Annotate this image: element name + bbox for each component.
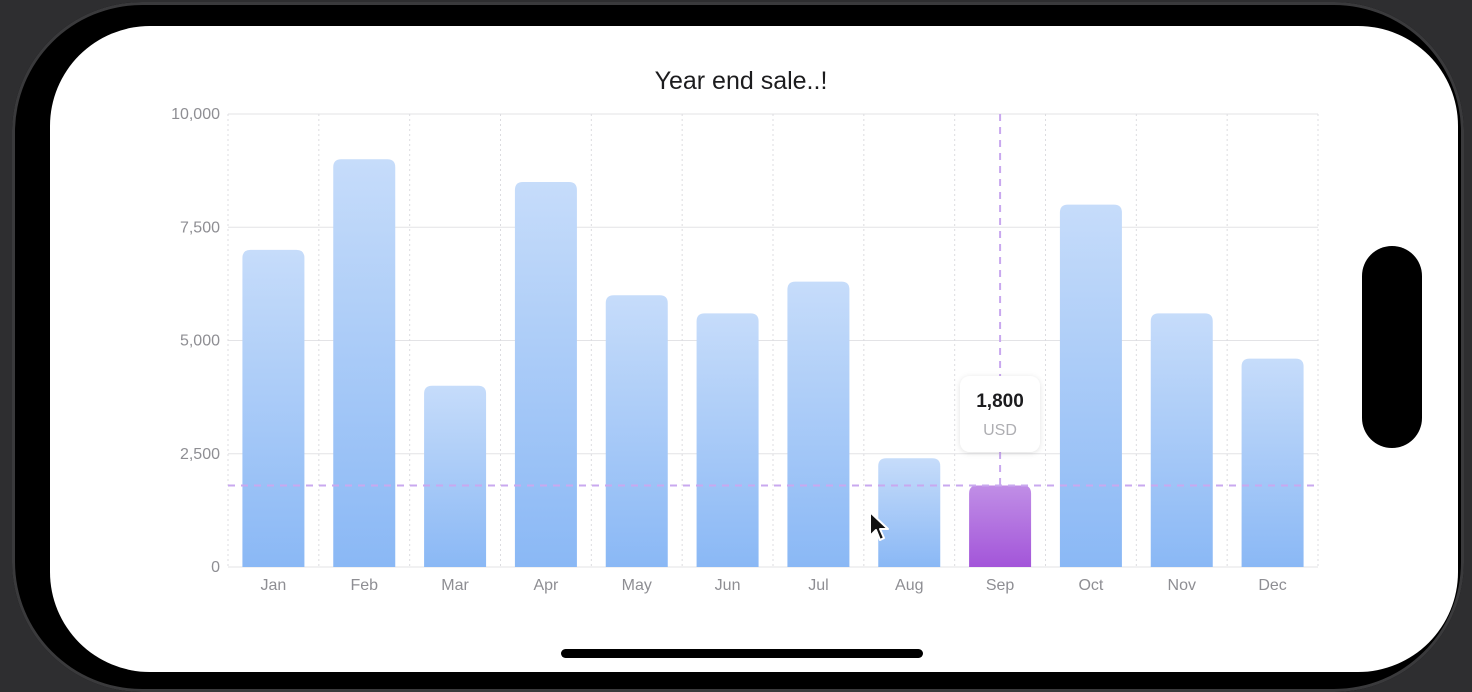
dynamic-island bbox=[1362, 246, 1422, 448]
bar-jan[interactable] bbox=[242, 249, 305, 567]
grid bbox=[227, 113, 1319, 568]
bar-jun[interactable] bbox=[696, 313, 759, 567]
x-tick-label: Oct bbox=[1078, 577, 1103, 594]
mouse-pointer-icon bbox=[869, 511, 889, 541]
y-tick-label: 5,000 bbox=[180, 333, 220, 350]
bar-jul[interactable] bbox=[787, 281, 850, 567]
x-tick-label: Jun bbox=[715, 577, 741, 594]
x-tick-label: Mar bbox=[441, 577, 469, 594]
bar-may[interactable] bbox=[605, 295, 668, 567]
bar-dec[interactable] bbox=[1241, 358, 1304, 567]
x-tick-label: Jan bbox=[261, 577, 287, 594]
tooltip-box bbox=[960, 376, 1040, 452]
x-axis: Jan Feb Mar Apr May Jun Jul Aug Sep Oct Nov Dec bbox=[261, 577, 1287, 594]
bar-nov[interactable] bbox=[1150, 313, 1213, 567]
x-tick-label: Aug bbox=[895, 577, 923, 594]
y-tick-label: 7,500 bbox=[180, 219, 220, 236]
x-tick-label: Jul bbox=[808, 577, 828, 594]
y-axis: 0 2,500 5,000 7,500 10,000 bbox=[171, 106, 220, 576]
bar-sep[interactable] bbox=[969, 485, 1032, 567]
bars bbox=[242, 159, 1304, 568]
bar-oct[interactable] bbox=[1059, 204, 1122, 567]
tooltip-unit: USD bbox=[983, 422, 1017, 439]
bar-apr[interactable] bbox=[514, 181, 577, 567]
selection-indicator bbox=[228, 114, 1318, 487]
x-tick-label: Nov bbox=[1168, 577, 1196, 594]
x-tick-label: Sep bbox=[986, 577, 1015, 594]
y-tick-label: 2,500 bbox=[180, 446, 220, 463]
x-tick-label: Apr bbox=[533, 577, 559, 594]
tooltip bbox=[960, 376, 1040, 452]
x-tick-label: Dec bbox=[1258, 577, 1286, 594]
chart-title: Year end sale..! bbox=[655, 67, 828, 95]
tooltip-value: 1,800 bbox=[976, 391, 1024, 412]
y-tick-label: 0 bbox=[211, 559, 220, 576]
bar-feb[interactable] bbox=[333, 159, 396, 568]
x-tick-label: Feb bbox=[350, 577, 378, 594]
y-tick-label: 10,000 bbox=[171, 106, 220, 123]
x-tick-label: May bbox=[622, 577, 652, 594]
home-indicator[interactable] bbox=[561, 649, 923, 658]
bar-mar[interactable] bbox=[424, 385, 487, 567]
